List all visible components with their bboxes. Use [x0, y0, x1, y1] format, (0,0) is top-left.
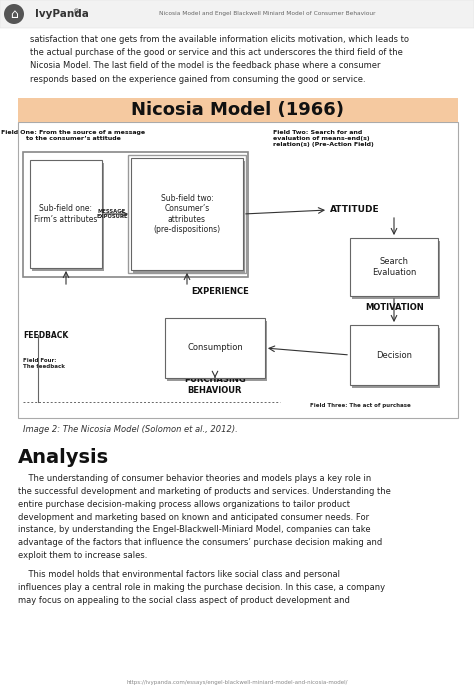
Text: Field One: From the source of a message
to the consumer’s attitude: Field One: From the source of a message … — [1, 130, 145, 141]
Text: PURCHASING
BEHAVIOUR: PURCHASING BEHAVIOUR — [184, 375, 246, 395]
Text: MESSAGE
EXPOSURE: MESSAGE EXPOSURE — [96, 209, 128, 219]
Text: Sub-field one:
Firm’s attributes: Sub-field one: Firm’s attributes — [34, 204, 98, 224]
Bar — [23, 152, 248, 277]
Bar — [350, 325, 438, 385]
Text: This model holds that environmental factors like social class and personal
influ: This model holds that environmental fact… — [18, 570, 385, 605]
Bar — [353, 240, 440, 298]
Text: satisfaction that one gets from the available information elicits motivation, wh: satisfaction that one gets from the avai… — [30, 35, 409, 84]
Bar — [33, 163, 104, 271]
Bar — [131, 158, 243, 270]
Text: ATTITUDE: ATTITUDE — [330, 205, 380, 214]
Text: IvyPanda: IvyPanda — [35, 9, 89, 19]
Text: Field Three: The act of purchase: Field Three: The act of purchase — [310, 403, 411, 407]
Text: https://ivypanda.com/essays/engel-blackwell-miniard-model-and-nicosia-model/: https://ivypanda.com/essays/engel-blackw… — [126, 680, 348, 685]
Text: Decision: Decision — [376, 350, 412, 359]
Text: The understanding of consumer behavior theories and models plays a key role in
t: The understanding of consumer behavior t… — [18, 474, 391, 560]
Bar — [18, 122, 458, 418]
Bar — [128, 155, 246, 273]
Bar — [0, 0, 474, 28]
Text: EXPERIENCE: EXPERIENCE — [191, 287, 249, 297]
Text: Nicosia Model (1966): Nicosia Model (1966) — [131, 101, 345, 119]
Bar — [350, 238, 438, 296]
Text: ®: ® — [73, 9, 80, 15]
Bar — [30, 160, 102, 268]
Text: Nicosia Model and Engel Blackwell Miniard Model of Consumer Behaviour: Nicosia Model and Engel Blackwell Miniar… — [159, 12, 375, 16]
Bar — [134, 161, 246, 273]
Circle shape — [4, 4, 24, 24]
Text: ⌂: ⌂ — [10, 8, 18, 21]
Text: Consumption: Consumption — [187, 344, 243, 352]
Text: MOTIVATION: MOTIVATION — [365, 304, 424, 313]
Bar — [353, 328, 440, 387]
Text: Field Two: Search for and
evaluation of means-end(s)
relation(s) (Pre-Action Fie: Field Two: Search for and evaluation of … — [273, 130, 374, 146]
Bar — [167, 321, 267, 381]
Text: Image 2: The Nicosia Model (Solomon et al., 2012).: Image 2: The Nicosia Model (Solomon et a… — [23, 425, 238, 434]
Bar — [165, 318, 265, 378]
Bar — [18, 98, 458, 122]
Text: Search
Evaluation: Search Evaluation — [372, 258, 416, 277]
Text: Analysis: Analysis — [18, 448, 109, 467]
Text: Sub-field two:
Consumer’s
attributes
(pre-dispositions): Sub-field two: Consumer’s attributes (pr… — [154, 194, 220, 234]
Text: FEEDBACK: FEEDBACK — [23, 330, 68, 339]
Text: Field Four:
The feedback: Field Four: The feedback — [23, 358, 65, 369]
